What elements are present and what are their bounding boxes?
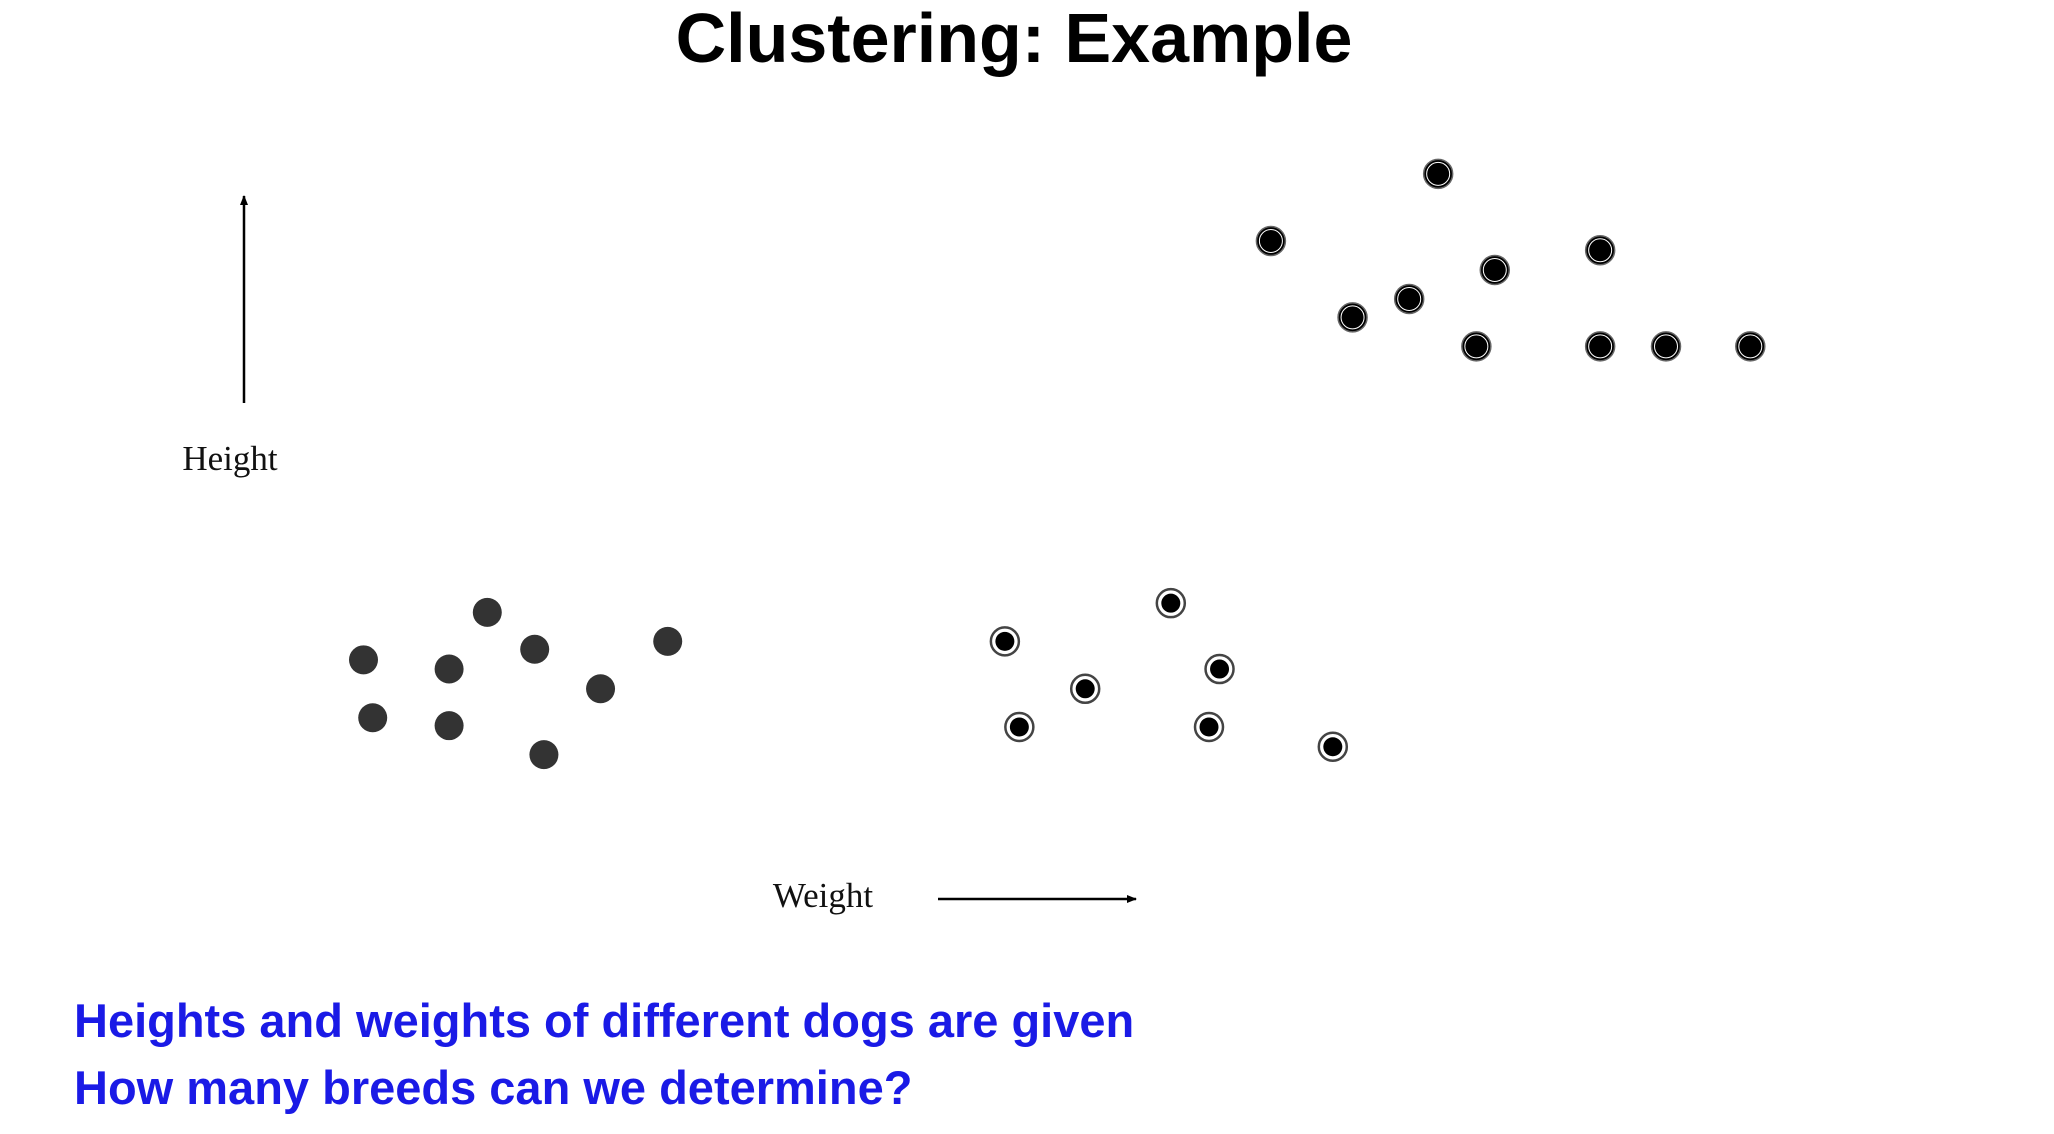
dog-dot-inner-ring [1464,334,1489,359]
dog-dot [995,631,1015,651]
dog-dot-inner-ring [1340,305,1365,330]
dog-dot [1584,331,1616,362]
dog-dot [358,703,388,733]
dog-dot [1075,679,1095,699]
dog-dot [1210,659,1230,679]
dog-dot [1584,234,1616,266]
dog-dot-inner-ring [1654,334,1679,359]
dog-dot [653,626,683,656]
dog-dot [434,711,464,741]
dog-dot-inner-ring [1738,334,1763,359]
dog-dot [1422,158,1454,190]
dog-dot [1255,225,1287,257]
dog-dot [1199,717,1219,737]
x-axis-label: Weight [773,876,873,915]
dog-dot [586,674,616,704]
dog-dot [1650,331,1682,362]
dog-dot-inner-ring [1588,238,1613,263]
dog-dot [348,645,378,675]
dog-dot [1735,331,1766,362]
caption-line: Heights and weights of different dogs ar… [74,994,1134,1047]
dog-dot [1337,302,1368,333]
dog-dot-inner-ring [1588,334,1613,359]
dog-dot [520,634,550,664]
dog-dot [529,740,559,770]
dog-dot [434,654,464,684]
dog-dot [1323,737,1343,757]
dog-dot-inner-ring [1397,286,1422,311]
dog-dot [1393,283,1425,315]
dog-dot [1461,331,1492,362]
slide-title: Clustering: Example [676,0,1353,77]
dog-dot [1009,717,1029,737]
caption-line: How many breeds can we determine? [74,1061,912,1114]
dog-dot [1479,254,1511,286]
dog-dot-inner-ring [1426,161,1451,186]
dog-dot [1161,593,1181,613]
dots [348,158,1766,770]
dog-dot-inner-ring [1258,229,1283,254]
dog-dot [472,597,502,627]
dog-dot-inner-ring [1482,257,1507,282]
y-axis-label: Height [182,439,278,478]
